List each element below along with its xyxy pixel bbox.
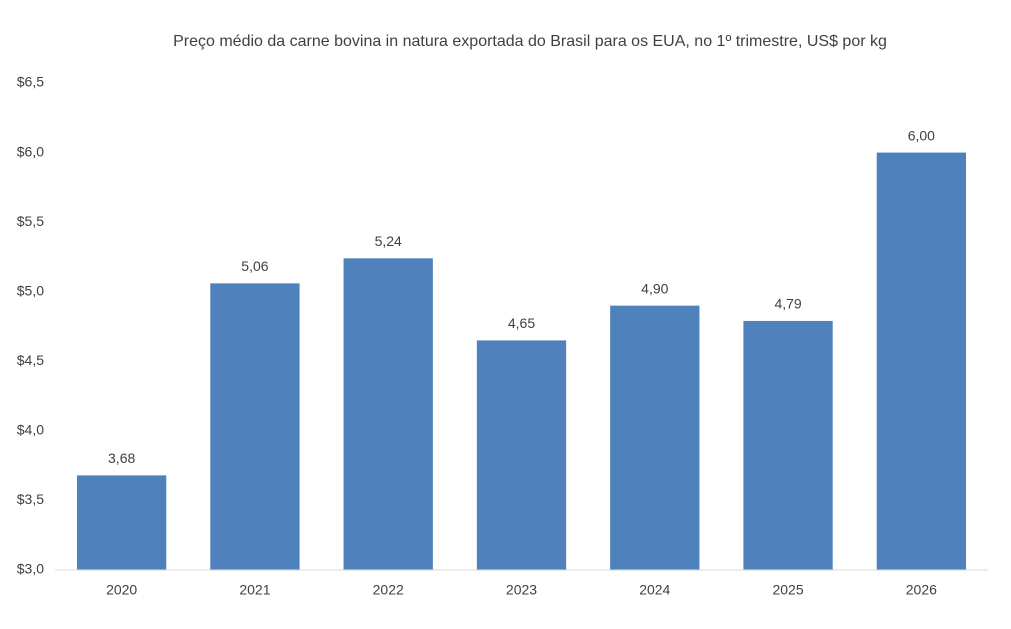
y-tick-label: $6,5 — [17, 74, 44, 90]
x-tick-label: 2024 — [639, 582, 670, 598]
data-label: 5,06 — [241, 258, 268, 274]
data-label: 4,90 — [641, 280, 668, 296]
chart-title: Preço médio da carne bovina in natura ex… — [173, 33, 887, 50]
bar — [876, 152, 967, 571]
y-tick-label: $5,0 — [17, 282, 44, 298]
y-tick-label: $6,0 — [17, 143, 44, 159]
x-tick-label: 2026 — [906, 582, 937, 598]
bar — [76, 475, 167, 570]
x-tick-label: 2025 — [772, 582, 803, 598]
y-tick-label: $3,0 — [17, 561, 44, 577]
data-label: 4,79 — [774, 296, 801, 312]
y-tick-label: $4,5 — [17, 352, 44, 368]
y-tick-label: $5,5 — [17, 213, 44, 229]
data-label: 3,68 — [108, 450, 135, 466]
y-tick-label: $4,0 — [17, 422, 44, 438]
x-tick-label: 2022 — [373, 582, 404, 598]
y-tick-label: $3,5 — [17, 491, 44, 507]
bar — [610, 305, 700, 570]
bar — [743, 320, 833, 570]
bar — [210, 283, 300, 570]
bar — [343, 258, 433, 570]
x-tick-label: 2020 — [106, 582, 137, 598]
data-label: 6,00 — [908, 127, 935, 143]
bar — [476, 340, 567, 570]
data-label: 4,65 — [508, 315, 535, 331]
data-label: 5,24 — [375, 233, 402, 249]
x-tick-label: 2021 — [239, 582, 270, 598]
x-tick-label: 2023 — [506, 582, 537, 598]
